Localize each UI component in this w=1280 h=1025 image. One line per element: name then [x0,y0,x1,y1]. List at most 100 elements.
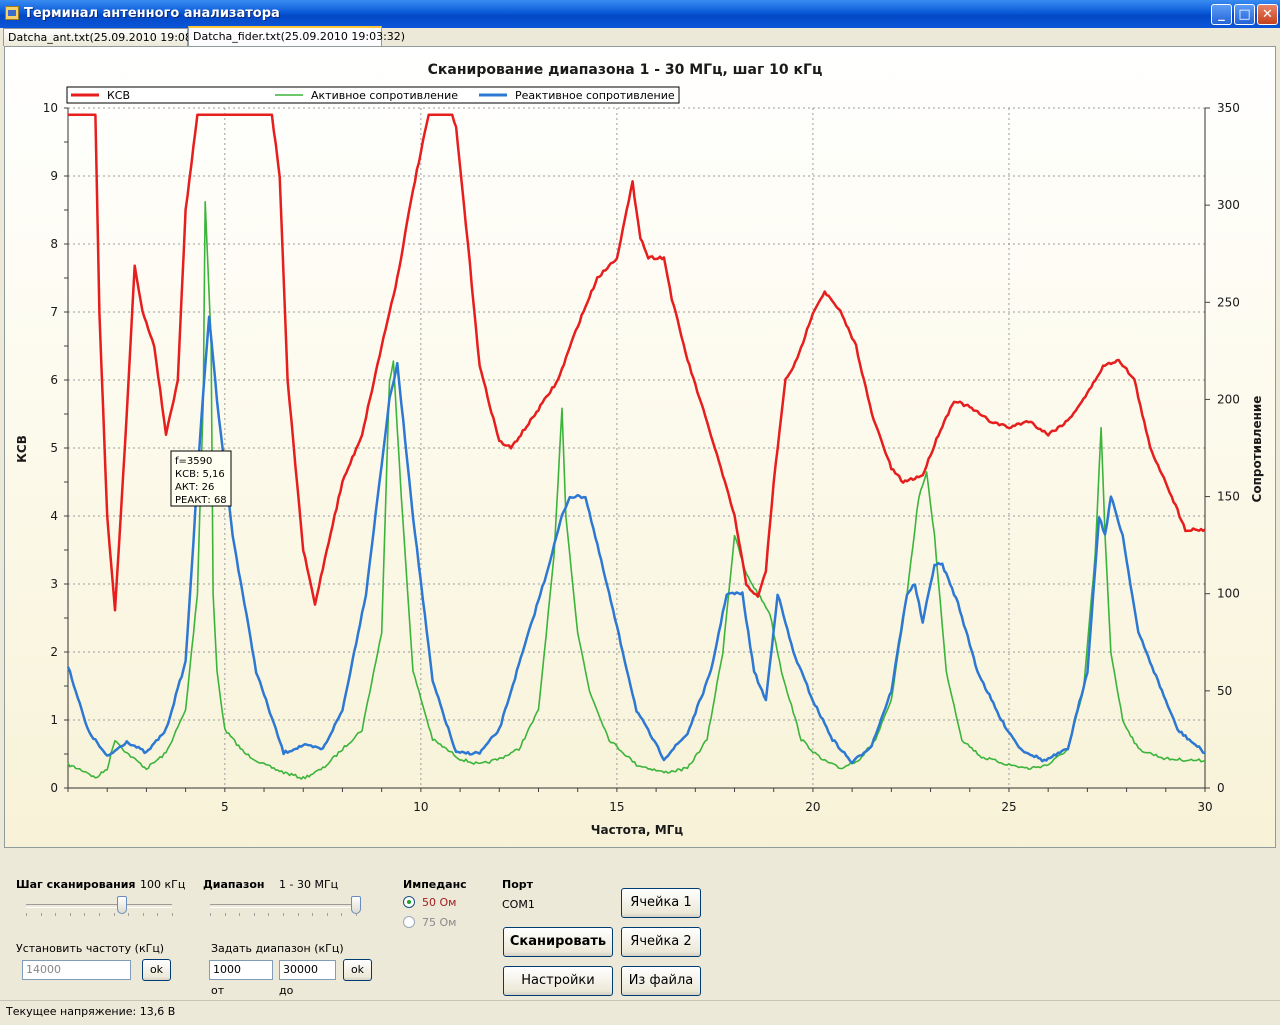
chart-tooltip: f=3590 КСВ: 5,16 АКТ: 26 РЕАКТ: 68 [171,451,231,506]
chart-series [68,115,1205,779]
set-frequency-ok-button[interactable]: ok [142,959,171,981]
slider-tick [114,913,115,916]
slider-tick [143,913,144,916]
maximize-button[interactable]: □ [1234,4,1255,25]
x-tick-label: 30 [1197,800,1212,814]
y-left-tick-label: 9 [50,169,58,183]
y-left-tick-label: 10 [43,101,58,115]
range-from-input[interactable]: 1000 [209,960,273,980]
range-to-input[interactable]: 30000 [279,960,336,980]
reactive-resistance-line [68,317,1205,764]
y-left-tick-label: 4 [50,509,58,523]
from-file-button[interactable]: Из файла [621,966,701,996]
y-left-tick-label: 5 [50,441,58,455]
slider-tick [26,913,27,916]
y-right-tick-label: 50 [1217,684,1232,698]
impedance-50-radio[interactable] [403,896,415,908]
y-left-tick-label: 6 [50,373,58,387]
tab-datcha-fider[interactable]: Datcha_fider.txt(25.09.2010 19:03:32) [188,26,382,47]
y-left-tick-label: 2 [50,645,58,659]
y-right-tick-label: 250 [1217,295,1240,309]
range-slider-thumb[interactable] [351,896,361,914]
y-axis-left-label: КСВ [15,435,29,463]
slider-tick [341,913,342,916]
set-frequency-input[interactable]: 14000 [22,960,131,980]
y-left-tick-label: 0 [50,781,58,795]
scan-step-value: 100 кГц [140,878,185,891]
y-right-tick-label: 150 [1217,490,1240,504]
tooltip-freq: f=3590 [175,456,212,467]
slider-tick [327,913,328,916]
active-resistance-line [68,202,1205,779]
x-tick-label: 5 [221,800,229,814]
impedance-75-radio[interactable] [403,916,415,928]
slider-tick [172,913,173,916]
port-value: COM1 [502,898,535,911]
status-bar: Текущее напряжение: 13,6 В [0,1000,1280,1025]
y-right-tick-label: 350 [1217,101,1240,115]
set-frequency-label: Установить частоту (кГц) [16,942,164,955]
scan-step-label: Шаг сканирования [16,878,136,891]
tab-datcha-ant[interactable]: Datcha_ant.txt(25.09.2010 19:08:06) [3,28,188,46]
window-title: Терминал антенного анализатора [24,6,280,21]
tooltip-swr: КСВ: 5,16 [175,469,225,480]
legend-active-label: Активное сопротивление [311,89,458,102]
minimize-button[interactable]: _ [1211,4,1232,25]
swr-line [68,115,1205,611]
chart-title: Сканирование диапазона 1 - 30 МГц, шаг 1… [428,62,823,78]
set-range-ok-button[interactable]: ok [343,959,372,981]
range-to-label: до [279,984,293,997]
window-title-bar[interactable]: Терминал антенного анализатора _ □ ✕ [0,0,1280,28]
y-right-tick-label: 300 [1217,198,1240,212]
chart-panel: Сканирование диапазона 1 - 30 МГц, шаг 1… [4,46,1276,848]
legend-reactive-label: Реактивное сопротивление [515,89,675,102]
slider-tick [128,913,129,916]
slider-tick [356,913,357,916]
y-left-tick-label: 7 [50,305,58,319]
y-right-tick-label: 0 [1217,781,1225,795]
tooltip-reactive: РЕАКТ: 68 [175,495,227,506]
cell-1-button[interactable]: Ячейка 1 [621,888,701,918]
impedance-50-label[interactable]: 50 Ом [422,896,456,909]
cell-2-button[interactable]: Ячейка 2 [621,927,701,957]
range-value: 1 - 30 МГц [279,878,338,891]
x-tick-label: 20 [805,800,820,814]
slider-tick [70,913,71,916]
settings-button[interactable]: Настройки [503,966,613,996]
x-tick-label: 15 [609,800,624,814]
voltage-status: Текущее напряжение: 13,6 В [6,1005,175,1018]
slider-tick [157,913,158,916]
y-right-tick-label: 100 [1217,587,1240,601]
slider-tick [99,913,100,916]
slider-tick [41,913,42,916]
legend-swr-label: КСВ [107,89,130,102]
scan-step-slider-thumb[interactable] [117,896,127,914]
range-from-label: от [211,984,224,997]
set-range-label: Задать диапазон (кГц) [211,942,344,955]
y-left-tick-label: 1 [50,713,58,727]
slider-tick [312,913,313,916]
y-right-tick-label: 200 [1217,392,1240,406]
slider-tick [55,913,56,916]
slider-tick [268,913,269,916]
scan-button[interactable]: Сканировать [503,927,613,957]
slider-tick [225,913,226,916]
chart-legend: КСВ Активное сопротивление Реактивное со… [67,87,679,103]
chart: Сканирование диапазона 1 - 30 МГц, шаг 1… [5,47,1275,847]
tooltip-active: АКТ: 26 [175,482,214,493]
slider-tick [283,913,284,916]
y-axis-right-label: Сопротивление [1250,396,1264,503]
x-tick-label: 25 [1001,800,1016,814]
slider-tick [84,913,85,916]
impedance-75-label[interactable]: 75 Ом [422,916,456,929]
range-label: Диапазон [203,878,265,891]
y-left-tick-label: 3 [50,577,58,591]
x-tick-label: 10 [413,800,428,814]
y-left-tick-label: 8 [50,237,58,251]
slider-tick [210,913,211,916]
x-axis-label: Частота, МГц [591,823,683,837]
slider-tick [254,913,255,916]
slider-tick [239,913,240,916]
close-button[interactable]: ✕ [1257,4,1278,25]
slider-tick [298,913,299,916]
